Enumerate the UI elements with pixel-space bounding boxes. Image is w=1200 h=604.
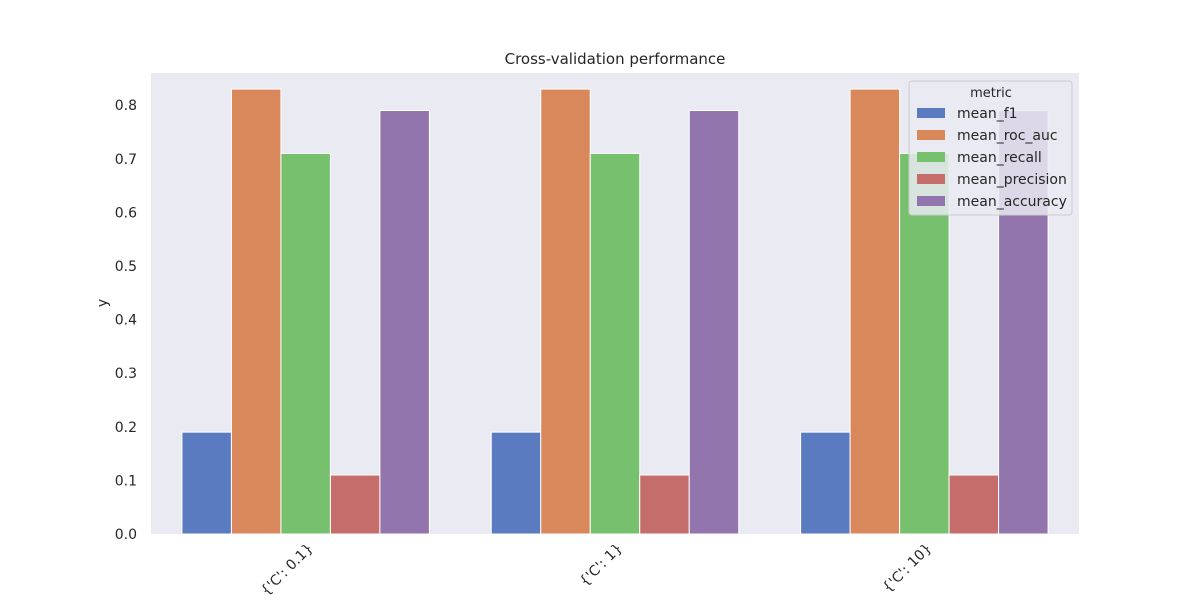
bar-mean_precision-2 xyxy=(948,474,1000,535)
legend-items: mean_f1 mean_roc_auc mean_recall mean_preci… xyxy=(917,106,1067,210)
bar-mean_accuracy-0 xyxy=(379,110,430,535)
bar-mean_recall-0 xyxy=(280,152,331,535)
legend-swatch-mean_accuracy xyxy=(917,196,945,206)
legend-label-mean_f1: mean_f1 xyxy=(957,106,1018,122)
legend-swatch-mean_recall xyxy=(917,152,945,162)
legend-title: metric xyxy=(970,86,1012,101)
x-tick-label: {'C': 1} xyxy=(577,541,626,590)
y-tick-label: 0.3 xyxy=(115,366,137,382)
legend-swatch-mean_roc_auc xyxy=(917,130,945,140)
bar-mean_recall-1 xyxy=(589,152,641,535)
y-tick-label: 0.7 xyxy=(115,152,137,168)
x-axis: {'C': 0.1} {'C': 1} {'C': 10} xyxy=(258,541,935,599)
bar-mean_recall-2 xyxy=(899,152,950,535)
y-tick-label: 0.1 xyxy=(115,473,137,489)
x-tick-label: {'C': 10} xyxy=(880,541,935,596)
bar-mean_roc_auc-0 xyxy=(230,88,282,535)
y-tick-label: 0.8 xyxy=(115,98,137,114)
y-tick-label: 0.6 xyxy=(115,205,137,221)
bar-mean_f1-2 xyxy=(800,431,851,535)
bars-group xyxy=(181,88,1049,535)
bar-mean_roc_auc-1 xyxy=(540,88,591,535)
y-tick-label: 0.0 xyxy=(115,527,137,543)
y-tick-label: 0.2 xyxy=(115,420,137,436)
legend-swatch-mean_f1 xyxy=(917,108,945,118)
bar-mean_f1-1 xyxy=(490,431,542,535)
bar-mean_f1-0 xyxy=(181,431,232,535)
chart-title: Cross-validation performance xyxy=(505,50,726,68)
legend-label-mean_precision: mean_precision xyxy=(957,172,1067,188)
legend-box xyxy=(908,80,1073,216)
bar-mean_roc_auc-2 xyxy=(849,88,901,535)
bar-mean_accuracy-1 xyxy=(688,110,740,535)
y-axis-label: y xyxy=(95,299,111,307)
legend-label-mean_roc_auc: mean_roc_auc xyxy=(957,128,1058,144)
legend-label-mean_accuracy: mean_accuracy xyxy=(957,194,1067,210)
x-tick-label: {'C': 0.1} xyxy=(258,541,316,599)
y-axis: 0.0 0.1 0.2 0.3 0.4 0.5 0.6 0.7 0.8 xyxy=(115,98,137,543)
legend-label-mean_recall: mean_recall xyxy=(957,150,1042,166)
y-tick-label: 0.4 xyxy=(115,313,137,329)
legend: metric mean_f1mean_roc_aucmean_recallmea… xyxy=(908,80,1073,216)
y-tick-label: 0.5 xyxy=(115,259,137,275)
legend-swatch-mean_precision xyxy=(917,174,945,184)
bar-mean_precision-0 xyxy=(329,474,381,535)
bar-mean_precision-1 xyxy=(639,474,690,535)
